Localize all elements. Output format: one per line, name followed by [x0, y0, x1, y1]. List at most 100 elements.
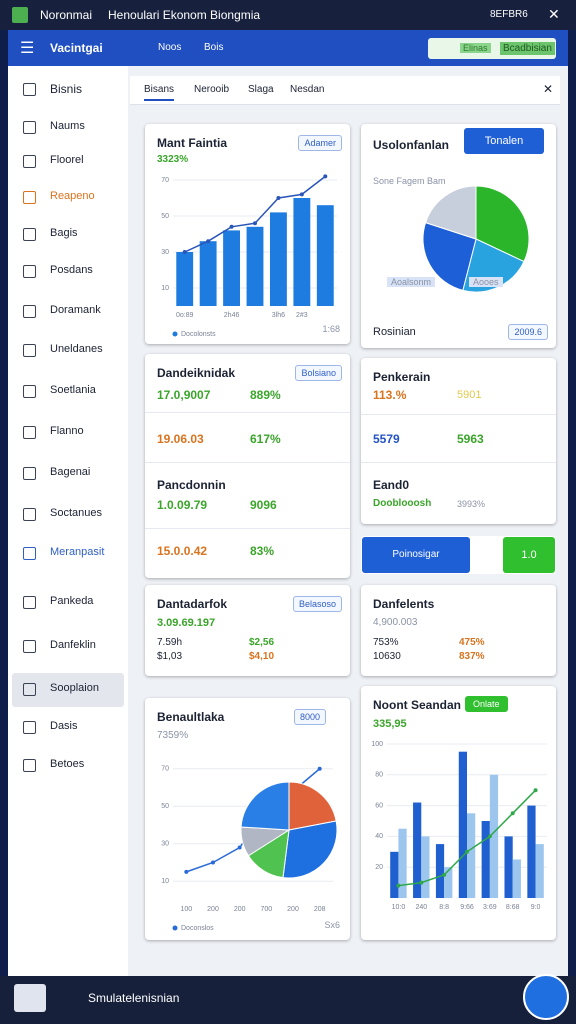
sidebar-item[interactable]: Meranpasit	[50, 546, 105, 558]
x-tick-label: 200	[234, 906, 246, 913]
header-input[interactable]: Elinas	[460, 43, 491, 53]
bar	[527, 805, 536, 898]
home-button[interactable]	[14, 984, 46, 1012]
card-button[interactable]: Adamer	[298, 135, 342, 151]
sidebar-item[interactable]: Soctanues	[50, 507, 102, 519]
sidebar-icon	[23, 265, 36, 278]
sidebar-item[interactable]: Sooplaion	[50, 682, 99, 694]
sidebar-item[interactable]: Reapeno	[50, 190, 95, 202]
sidebar-item[interactable]: Pankeda	[50, 595, 94, 607]
tab[interactable]: Nerooib	[194, 84, 230, 95]
sidebar-icon	[23, 228, 36, 241]
x-tick-label: 240	[415, 904, 427, 911]
sidebar-item[interactable]: Flanno	[50, 425, 84, 437]
point	[206, 239, 211, 244]
action-button[interactable]: 1.0	[503, 537, 555, 573]
card-button[interactable]: Tonalen	[464, 128, 544, 154]
bar	[316, 205, 334, 306]
divider	[145, 412, 350, 413]
card-footer: Rosinian	[373, 326, 416, 338]
sidebar-item[interactable]: Soetlania	[50, 384, 96, 396]
row-value: $1,03	[157, 651, 183, 662]
x-tick-label: 9:66	[460, 904, 474, 911]
sidebar-item[interactable]: Posdans	[50, 264, 93, 276]
sidebar-icon	[23, 759, 36, 772]
bar	[535, 844, 544, 898]
header-link[interactable]: Bois	[204, 42, 224, 53]
header-link[interactable]: Noos	[158, 42, 182, 53]
bar	[504, 836, 513, 898]
sidebar-icon	[23, 721, 36, 734]
header-button[interactable]: Bcadbisian	[500, 42, 555, 55]
card: Dantadarfok Belasoso 3.09.69.197 7.59h $…	[145, 585, 350, 676]
x-tick-label: 200	[207, 906, 219, 913]
card: Usolonfanlan Tonalen Sone Fagem Bam Aoal…	[361, 124, 556, 348]
point	[317, 766, 322, 771]
card-subtitle: Eand0	[373, 478, 410, 492]
card-value: 7359%	[157, 730, 189, 741]
x-tick-label: 100	[180, 906, 192, 913]
row-value: 83%	[250, 544, 275, 558]
sidebar-item[interactable]: Uneldanes	[50, 343, 103, 355]
menu-button[interactable]: ☰	[20, 40, 35, 57]
card-subtitle: Sone Fagem Bam	[373, 176, 446, 186]
sidebar-icon	[23, 467, 36, 480]
bottom-bar	[0, 976, 576, 1024]
sidebar-item[interactable]: Danfeklin	[50, 639, 96, 651]
row-value: 9096	[250, 498, 277, 512]
y-tick-label: 20	[375, 864, 383, 871]
chart: 20 40 60 80 100 10:0 240 8:8 9:66 3:69 8:68 9:0	[371, 741, 547, 911]
sidebar-icon	[23, 547, 36, 560]
card-note-value: 3993%	[457, 499, 486, 509]
tab[interactable]: Bisans	[144, 84, 175, 101]
sidebar-item[interactable]: Naums	[50, 120, 85, 132]
card-title: Dantadarfok	[157, 597, 228, 611]
x-tick-label: 10:0	[392, 904, 406, 911]
bar	[390, 851, 399, 898]
sidebar-item[interactable]: Bagis	[50, 227, 78, 239]
y-tick-label: 50	[161, 213, 169, 220]
legend-label: Aoalsonm	[387, 277, 436, 287]
sidebar-item[interactable]: Dasis	[50, 720, 78, 732]
sidebar-icon	[23, 385, 36, 398]
card-button[interactable]: Bolsiano	[295, 365, 342, 381]
app-name: Noronmai	[40, 8, 93, 22]
card-title: Danfelents	[373, 597, 435, 611]
sidebar-item[interactable]: Bisnis	[50, 82, 83, 96]
bar	[421, 836, 430, 898]
tab-close[interactable]: ✕	[543, 82, 554, 96]
row-value: 17.0,9007	[157, 388, 211, 402]
card-button[interactable]: Belasoso	[292, 596, 342, 612]
title-bar	[0, 0, 576, 30]
sidebar-item[interactable]: Floorel	[50, 154, 84, 166]
x-tick-label: 8:68	[506, 904, 520, 911]
point	[442, 872, 447, 877]
legend-swatch	[172, 331, 178, 337]
card: Mant Faintia 3323% Adamer 10 30 50 70 0o:89 2…	[145, 124, 350, 344]
sidebar-item[interactable]: Bagenai	[50, 466, 91, 478]
y-tick-label: 70	[161, 766, 169, 773]
row-value: 475%	[459, 637, 485, 648]
y-tick-label: 40	[375, 833, 383, 840]
sidebar-icon	[23, 344, 36, 357]
close-button[interactable]: ✕	[548, 6, 560, 22]
card-button[interactable]: Onlate	[465, 696, 508, 712]
sidebar-item[interactable]: Doramank	[50, 304, 101, 316]
row-value: 837%	[459, 651, 485, 662]
x-tick-label: 9:0	[531, 904, 541, 911]
point	[276, 196, 281, 200]
tab[interactable]: Nesdan	[290, 84, 325, 95]
tab[interactable]: Slaga	[248, 84, 274, 95]
action-button[interactable]: Poinosigar	[362, 537, 470, 573]
fab[interactable]	[523, 974, 569, 1020]
card-button[interactable]: 8000	[293, 709, 326, 725]
app-icon	[12, 7, 28, 23]
sidebar-item[interactable]: Betoes	[50, 758, 85, 770]
row-value: 753%	[373, 637, 399, 648]
point	[237, 845, 242, 850]
card-footer: 1:68	[322, 324, 340, 334]
card-value: 4,900.003	[373, 617, 418, 628]
row-value: 19.06.03	[157, 432, 204, 446]
row-value: 617%	[250, 432, 281, 446]
sidebar-icon	[23, 683, 36, 696]
